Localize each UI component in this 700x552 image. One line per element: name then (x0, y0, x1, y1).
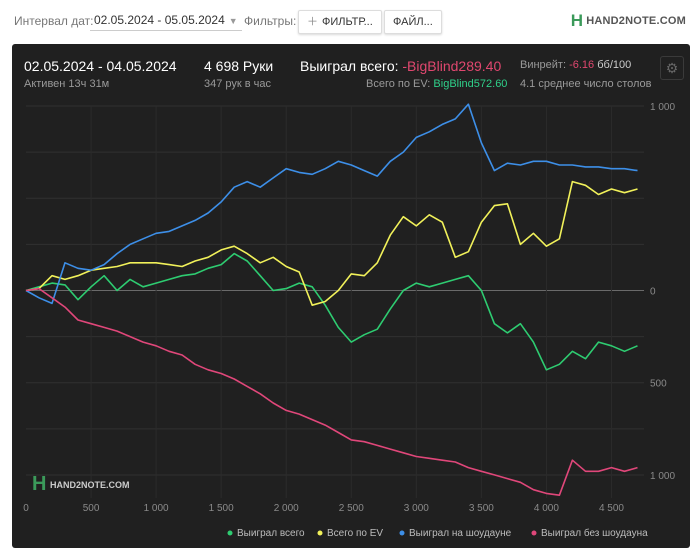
x-tick-label: 3 500 (469, 503, 494, 514)
won-total-label: Выиграл всего: (300, 58, 399, 74)
y-tick-label: 0 (650, 286, 656, 297)
legend-marker (399, 530, 405, 536)
winrate-value: -6.16 (569, 59, 595, 71)
chevron-down-icon: ▼ (228, 16, 238, 26)
ev-total-label: Всего по EV: (366, 78, 431, 90)
winrate-label: Винрейт: (520, 59, 567, 71)
legend-label: Выиграл без шоудауна (541, 527, 648, 539)
active-time: Активен 13ч 31м (24, 78, 110, 90)
x-axis: 0 500 1 000 1 500 2 000 2 500 3 000 3 500 4 000 4… (23, 503, 624, 514)
y-axis: 1 000 0 500 1 000 (650, 102, 675, 482)
winrate-unit: бб/100 (597, 59, 632, 71)
ev-total-value: BigBlind572.60 (433, 78, 508, 90)
legend-marker (531, 530, 537, 536)
winrate: Винрейт: -6.16 бб/100 (520, 59, 631, 71)
series-line-2 (25, 103, 638, 305)
y-tick-label: 500 (650, 379, 667, 390)
period-range: 02.05.2024 - 04.05.2024 (24, 58, 177, 74)
toolbar: Интервал дат: 02.05.2024 - 05.05.2024 ▼ Ф… (0, 0, 700, 42)
x-tick-label: 500 (83, 503, 100, 514)
hand2note-logo-icon: H (570, 11, 584, 30)
legend-label: Выиграл на шоудауне (409, 528, 512, 539)
legend-label: Выиграл всего (237, 528, 305, 539)
file-button-label: ФАЙЛ... (393, 16, 433, 28)
chart-series (25, 103, 638, 497)
x-tick-label: 2 500 (339, 503, 364, 514)
series-line-1 (25, 180, 638, 307)
settings-button[interactable]: ⚙ (660, 56, 684, 80)
hand2note-logo: H HAND2NOTE.COM (571, 11, 686, 31)
file-button[interactable]: ФАЙЛ... (384, 10, 442, 34)
x-tick-label: 1 000 (144, 503, 169, 514)
legend-marker (317, 530, 323, 536)
won-total: Выиграл всего: -BigBlind289.40 (300, 58, 501, 74)
series-line-0 (25, 252, 638, 371)
ev-total: Всего по EV: BigBlind572.60 (366, 78, 507, 90)
y-tick-label: 1 000 (650, 102, 675, 113)
x-tick-label: 0 (23, 503, 29, 514)
chart-grid (26, 105, 644, 498)
graph-panel: 02.05.2024 - 04.05.2024 Активен 13ч 31м … (12, 44, 690, 548)
date-range-value: 02.05.2024 - 05.05.2024 (94, 13, 225, 27)
x-tick-label: 4 000 (534, 503, 559, 514)
filter-button-label: ФИЛЬТР... (322, 16, 373, 28)
won-total-value: -BigBlind289.40 (402, 58, 502, 74)
x-tick-label: 4 500 (599, 503, 624, 514)
gear-icon: ⚙ (665, 60, 679, 76)
chart-legend: Выиграл всего Всего по EV Выиграл на шоуда… (227, 527, 648, 539)
hands-per-hour: 347 рук в час (204, 78, 272, 90)
avg-tables: 4.1 среднее число столов (520, 78, 652, 90)
date-range-select[interactable]: 02.05.2024 - 05.05.2024 ▼ (90, 10, 242, 31)
bankroll-chart: 0 500 1 000 1 500 2 000 2 500 3 000 3 500 4 000 4… (23, 102, 675, 539)
x-tick-label: 1 500 (209, 503, 234, 514)
x-tick-label: 3 000 (404, 503, 429, 514)
hands-count: 4 698 Руки (204, 58, 274, 74)
filter-button[interactable]: ＋ ФИЛЬТР... (298, 10, 382, 34)
watermark: H HAND2NOTE.COM (32, 473, 130, 495)
watermark-text: HAND2NOTE.COM (50, 480, 130, 490)
y-tick-label: 1 000 (650, 471, 675, 482)
logo-text: HAND2NOTE.COM (586, 15, 686, 27)
legend-label: Всего по EV (327, 528, 383, 539)
series-line-3 (25, 287, 638, 497)
filters-label: Фильтры: (244, 14, 297, 28)
legend-marker (227, 530, 233, 536)
x-tick-label: 2 000 (274, 503, 299, 514)
plus-icon: ＋ (307, 16, 318, 28)
date-interval-label: Интервал дат: (14, 14, 94, 28)
watermark-icon: H (32, 473, 46, 495)
